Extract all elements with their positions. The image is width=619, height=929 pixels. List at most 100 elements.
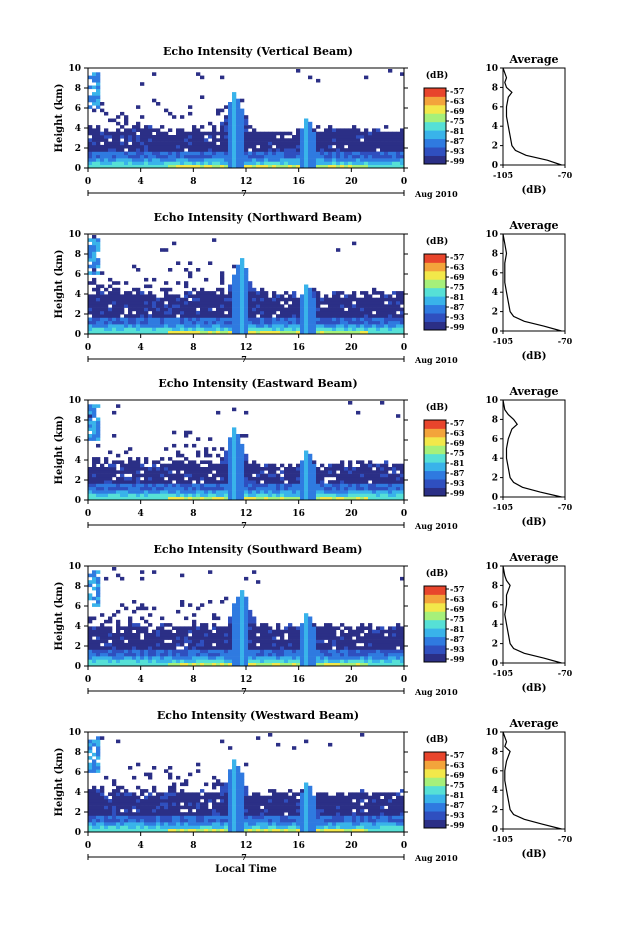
heatmap-cell xyxy=(160,131,165,136)
heatmap-cell xyxy=(120,483,125,488)
heatmap-cell xyxy=(352,314,357,318)
heatmap-cell xyxy=(152,825,157,829)
heatmap-cell xyxy=(232,825,237,829)
heatmap-cell xyxy=(124,304,129,308)
heatmap-cell xyxy=(256,646,261,650)
heatmap-cell xyxy=(148,825,153,829)
heatmap-cell xyxy=(352,646,357,650)
heatmap-cell xyxy=(312,642,317,647)
heatmap-cell xyxy=(100,284,105,289)
heatmap-cell xyxy=(180,138,185,142)
heatmap-cell xyxy=(220,656,225,660)
heatmap-cell xyxy=(300,144,305,149)
heatmap-cell xyxy=(376,304,381,308)
heatmap-cell xyxy=(124,118,129,123)
heatmap-cell xyxy=(212,496,217,501)
heatmap-cell xyxy=(192,486,197,491)
heatmap-cell xyxy=(260,636,265,640)
heatmap-cell xyxy=(100,307,105,312)
heatmap-cell xyxy=(288,314,293,318)
heatmap-cell xyxy=(104,812,109,816)
heatmap-cell xyxy=(264,486,269,491)
heatmap-cell xyxy=(340,470,345,474)
colorbar-swatch xyxy=(424,420,446,429)
heatmap-cell xyxy=(380,327,385,331)
heatmap-cell xyxy=(100,639,105,644)
heatmap-cell xyxy=(172,656,177,660)
heatmap-cell xyxy=(312,470,317,474)
heatmap-cell xyxy=(160,144,165,149)
heatmap-cell xyxy=(172,320,177,325)
heatmap-cell xyxy=(340,161,345,165)
heatmap-cell xyxy=(244,131,249,136)
heatmap-cell xyxy=(240,111,245,116)
heatmap-cell xyxy=(348,301,353,305)
heatmap-cell xyxy=(96,799,101,803)
x-tick-label: 8 xyxy=(190,509,196,519)
heatmap-cell xyxy=(168,649,173,654)
heatmap-cell xyxy=(188,291,193,295)
heatmap-cell xyxy=(212,639,217,644)
heatmap-cell xyxy=(152,828,157,833)
heatmap-cell xyxy=(256,662,261,667)
heatmap-cell xyxy=(88,404,93,408)
heatmap-cell xyxy=(96,795,101,800)
heatmap-cell xyxy=(100,158,105,162)
heatmap xyxy=(88,733,405,833)
heatmap-cell xyxy=(376,470,381,474)
heatmap-cell xyxy=(372,144,377,149)
heatmap-cell xyxy=(284,151,289,156)
heatmap-cell xyxy=(148,490,153,494)
heatmap-cell xyxy=(288,486,293,491)
y-tick-label: 8 xyxy=(75,416,81,426)
heatmap-cell xyxy=(352,633,357,637)
heatmap-cell xyxy=(208,320,213,325)
heatmap-cell xyxy=(356,639,361,644)
heatmap-cell xyxy=(260,287,265,292)
heatmap-cell xyxy=(112,287,117,292)
heatmap-cell xyxy=(96,490,101,494)
heatmap-cell xyxy=(132,656,137,660)
heatmap-cell xyxy=(184,284,189,289)
heatmap-cell xyxy=(96,739,101,744)
heatmap-cell xyxy=(340,639,345,644)
heatmap-cell xyxy=(108,467,113,471)
colorbar-tick-label: -69 xyxy=(450,272,465,282)
heatmap-cell xyxy=(192,496,197,501)
heatmap-cell xyxy=(116,287,121,292)
heatmap-cell xyxy=(236,437,241,441)
heatmap-cell xyxy=(296,626,301,630)
heatmap-cell xyxy=(296,161,301,165)
heatmap-cell xyxy=(196,639,201,644)
heatmap-cell xyxy=(340,138,345,142)
heatmap-cell xyxy=(388,330,393,335)
heatmap-cell xyxy=(288,470,293,474)
heatmap-cell xyxy=(220,121,225,126)
heatmap-cell xyxy=(244,330,249,335)
heatmap-cell xyxy=(112,490,117,494)
heatmap-cell xyxy=(304,473,309,478)
heatmap-cell xyxy=(392,486,397,491)
heatmap-cell xyxy=(148,805,153,810)
heatmap-cell xyxy=(380,330,385,335)
heatmap-cell xyxy=(228,619,233,624)
heatmap-cell xyxy=(128,799,133,803)
heatmap-cell xyxy=(192,805,197,810)
heatmap-cell xyxy=(144,324,149,328)
heatmap-cell xyxy=(328,652,333,657)
heatmap-cell xyxy=(104,480,109,484)
heatmap-cell xyxy=(304,656,309,660)
heatmap-cell xyxy=(316,317,321,322)
heatmap-cell xyxy=(320,652,325,657)
heatmap-cell xyxy=(232,818,237,823)
heatmap-cell xyxy=(216,633,221,637)
heatmap-cell xyxy=(112,118,117,123)
heatmap-cell xyxy=(164,158,169,162)
heatmap-cell xyxy=(300,659,305,663)
heatmap-cell xyxy=(96,603,101,607)
heatmap-cell xyxy=(232,301,237,305)
heatmap-cell xyxy=(228,144,233,149)
average-y-tick-label: 2 xyxy=(492,640,498,650)
heatmap-cell xyxy=(156,652,161,657)
heatmap-cell xyxy=(216,779,221,783)
